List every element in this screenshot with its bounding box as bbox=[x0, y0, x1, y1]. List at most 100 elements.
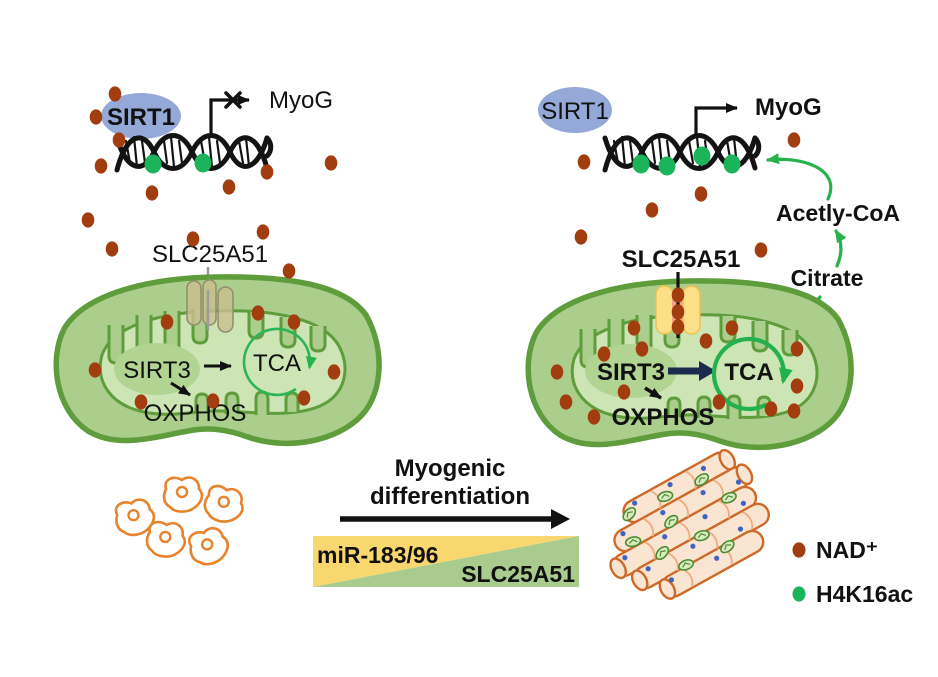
h4k16ac-dot bbox=[723, 154, 741, 174]
nad-dots-cytosol-right bbox=[574, 132, 801, 258]
legend: NAD⁺ H4K16ac bbox=[792, 537, 913, 607]
nad-dot bbox=[671, 319, 685, 335]
nad-dot bbox=[297, 390, 311, 406]
nad-dot bbox=[81, 212, 95, 228]
nad-dot bbox=[88, 362, 102, 378]
right-panel: SIRT1 MyoG Acetly-CoA Citrate SLC25A51 S… bbox=[528, 87, 900, 447]
nad-dots-mito-right bbox=[550, 320, 804, 425]
tca-cycle-circle bbox=[711, 336, 793, 412]
nad-dot bbox=[256, 224, 270, 240]
nad-dot bbox=[327, 364, 341, 380]
h4k16ac-legend-label: H4K16ac bbox=[816, 581, 913, 607]
nad-dots-channel-right bbox=[671, 287, 685, 335]
nad-dot bbox=[260, 164, 274, 180]
sirt3-label: SIRT3 bbox=[597, 359, 665, 386]
nad-dot bbox=[725, 320, 739, 336]
nad-dot bbox=[764, 401, 778, 417]
nad-dot bbox=[617, 384, 631, 400]
nad-dot bbox=[574, 229, 588, 245]
acetyl-coa-label: Acetly-CoA bbox=[776, 200, 900, 226]
nad-dot bbox=[559, 394, 573, 410]
tca-cycle-circle bbox=[242, 327, 317, 397]
differentiation-arrow bbox=[340, 509, 570, 529]
nad-legend-dot bbox=[792, 542, 806, 558]
nad-dot bbox=[186, 231, 200, 247]
mir-label: miR-183/96 bbox=[317, 542, 438, 568]
nad-dot bbox=[671, 304, 685, 320]
myotube-fibers bbox=[609, 448, 770, 600]
citrate-to-acetylcoa-arrow bbox=[834, 229, 847, 268]
sirt3-oval bbox=[114, 343, 200, 395]
h4k16ac-dots-left bbox=[144, 153, 212, 174]
sirt3-oxphos-arrow bbox=[170, 381, 191, 397]
myog-label: MyoG bbox=[755, 94, 822, 121]
promoter-arrow-active bbox=[694, 103, 738, 137]
sirt1-oval bbox=[538, 87, 612, 133]
nad-dot bbox=[635, 341, 649, 357]
nad-dots-mito-left bbox=[88, 305, 341, 410]
h4k16ac-legend-dot bbox=[792, 586, 806, 602]
tca-label: TCA bbox=[253, 350, 301, 377]
nad-dot bbox=[206, 393, 220, 409]
title-line2: differentiation bbox=[370, 483, 530, 510]
nad-dot bbox=[754, 242, 768, 258]
myoblast-cell bbox=[144, 519, 188, 560]
tca-label: TCA bbox=[724, 359, 773, 386]
nad-dot bbox=[787, 132, 801, 148]
nad-dot bbox=[550, 364, 564, 380]
h4k16ac-dot bbox=[194, 153, 212, 173]
oxphos-label: OXPHOS bbox=[144, 400, 247, 427]
nad-dot bbox=[94, 158, 108, 174]
slc25a51-channel-weak bbox=[186, 279, 234, 333]
sirt1-label: SIRT1 bbox=[107, 104, 175, 131]
nad-dot bbox=[587, 409, 601, 425]
dna-helix bbox=[117, 136, 271, 171]
myoblast-cells bbox=[112, 476, 248, 570]
myoblast-cell bbox=[162, 476, 204, 513]
citrate-label: Citrate bbox=[791, 265, 864, 291]
promoter-arrow-blocked bbox=[209, 91, 250, 137]
legend-item-nad: NAD⁺ bbox=[792, 537, 878, 563]
sirt3-tca-arrow-thick bbox=[668, 361, 716, 381]
inhibition-x-mark bbox=[224, 91, 242, 109]
sirt1-label: SIRT1 bbox=[541, 98, 609, 125]
nad-dot bbox=[577, 154, 591, 170]
nad-dot bbox=[671, 287, 685, 303]
h4k16ac-dot bbox=[632, 154, 650, 174]
sirt3-oxphos-arrow bbox=[644, 386, 662, 400]
slc-label: SLC25A51 bbox=[461, 561, 575, 587]
nad-legend-label: NAD⁺ bbox=[816, 537, 878, 563]
nad-dot bbox=[712, 394, 726, 410]
left-panel: SIRT1 MyoG SLC25A51 SIRT3 TCA OXPHOS bbox=[56, 86, 379, 443]
nad-dot bbox=[222, 179, 236, 195]
nad-dot bbox=[627, 320, 641, 336]
myotube bbox=[609, 448, 770, 600]
expression-gradient-bar: miR-183/96 SLC25A51 bbox=[313, 536, 579, 587]
nad-dots-cytosol-left bbox=[81, 86, 338, 279]
h4k16ac-dots-right bbox=[632, 146, 741, 176]
nad-dot bbox=[324, 155, 338, 171]
slc-gradient bbox=[313, 536, 579, 587]
nad-dot bbox=[112, 132, 126, 148]
nad-dot bbox=[105, 241, 119, 257]
sirt3-label: SIRT3 bbox=[123, 357, 191, 384]
nad-dot bbox=[251, 305, 265, 321]
slc25a51-label: SLC25A51 bbox=[622, 246, 741, 273]
nad-dot bbox=[699, 333, 713, 349]
oxphos-label: OXPHOS bbox=[612, 404, 715, 431]
legend-item-h4k16ac: H4K16ac bbox=[792, 581, 913, 607]
nad-dot bbox=[790, 341, 804, 357]
nad-dot bbox=[645, 202, 659, 218]
title-line1: Myogenic bbox=[395, 455, 506, 482]
myotube-nuclei bbox=[620, 465, 747, 583]
nad-dot bbox=[134, 394, 148, 410]
h4k16ac-dot bbox=[658, 156, 676, 176]
h4k16ac-dot bbox=[144, 154, 162, 174]
myog-label: MyoG bbox=[269, 87, 333, 114]
acetylcoa-to-dna-arrow bbox=[766, 153, 833, 201]
myoblast-cell bbox=[200, 482, 248, 528]
nad-dot bbox=[597, 346, 611, 362]
nad-dot bbox=[160, 314, 174, 330]
